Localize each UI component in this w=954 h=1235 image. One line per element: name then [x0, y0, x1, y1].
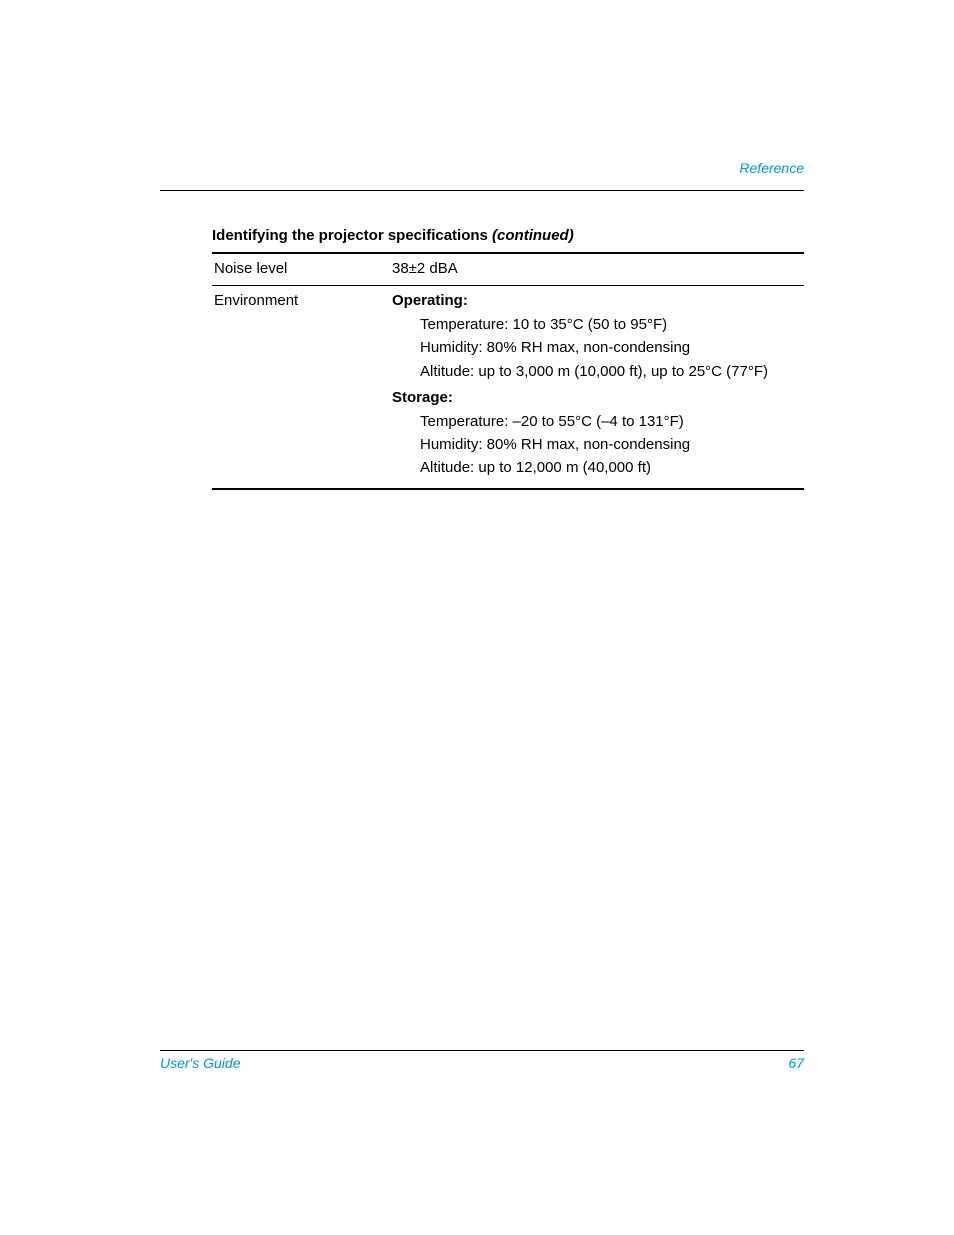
table-title: Identifying the projector specifications… — [212, 227, 804, 244]
env-storage-humidity: Humidity: 80% RH max, non-condensing — [392, 433, 804, 456]
env-operating-heading: Operating: — [392, 292, 804, 309]
row-label-noise: Noise level — [212, 260, 392, 277]
row-value-environment: Operating: Temperature: 10 to 35°C (50 t… — [392, 292, 804, 480]
env-operating-humidity: Humidity: 80% RH max, non-condensing — [392, 336, 804, 359]
footer-row: User's Guide 67 — [160, 1055, 804, 1071]
header-rule — [160, 190, 804, 191]
env-storage-altitude: Altitude: up to 12,000 m (40,000 ft) — [392, 456, 804, 479]
page-number: 67 — [788, 1055, 804, 1071]
table-row: Environment Operating: Temperature: 10 t… — [212, 285, 804, 488]
row-value-noise: 38±2 dBA — [392, 260, 804, 277]
content-area: Identifying the projector specifications… — [160, 227, 804, 490]
page-footer: User's Guide 67 — [160, 1050, 804, 1071]
env-operating-temp: Temperature: 10 to 35°C (50 to 95°F) — [392, 313, 804, 336]
row-label-environment: Environment — [212, 292, 392, 480]
section-label: Reference — [739, 160, 804, 176]
footer-rule — [160, 1050, 804, 1051]
page: Reference Identifying the projector spec… — [0, 0, 954, 1235]
env-storage-temp: Temperature: –20 to 55°C (–4 to 131°F) — [392, 410, 804, 433]
env-storage-heading: Storage: — [392, 389, 804, 406]
table-title-main: Identifying the projector specifications — [212, 227, 492, 244]
footer-left: User's Guide — [160, 1055, 240, 1071]
page-header: Reference — [160, 160, 804, 184]
table-title-continued: (continued) — [492, 227, 574, 244]
table-row: Noise level 38±2 dBA — [212, 254, 804, 285]
spec-table: Noise level 38±2 dBA Environment Operati… — [212, 252, 804, 490]
env-operating-altitude: Altitude: up to 3,000 m (10,000 ft), up … — [392, 360, 804, 383]
